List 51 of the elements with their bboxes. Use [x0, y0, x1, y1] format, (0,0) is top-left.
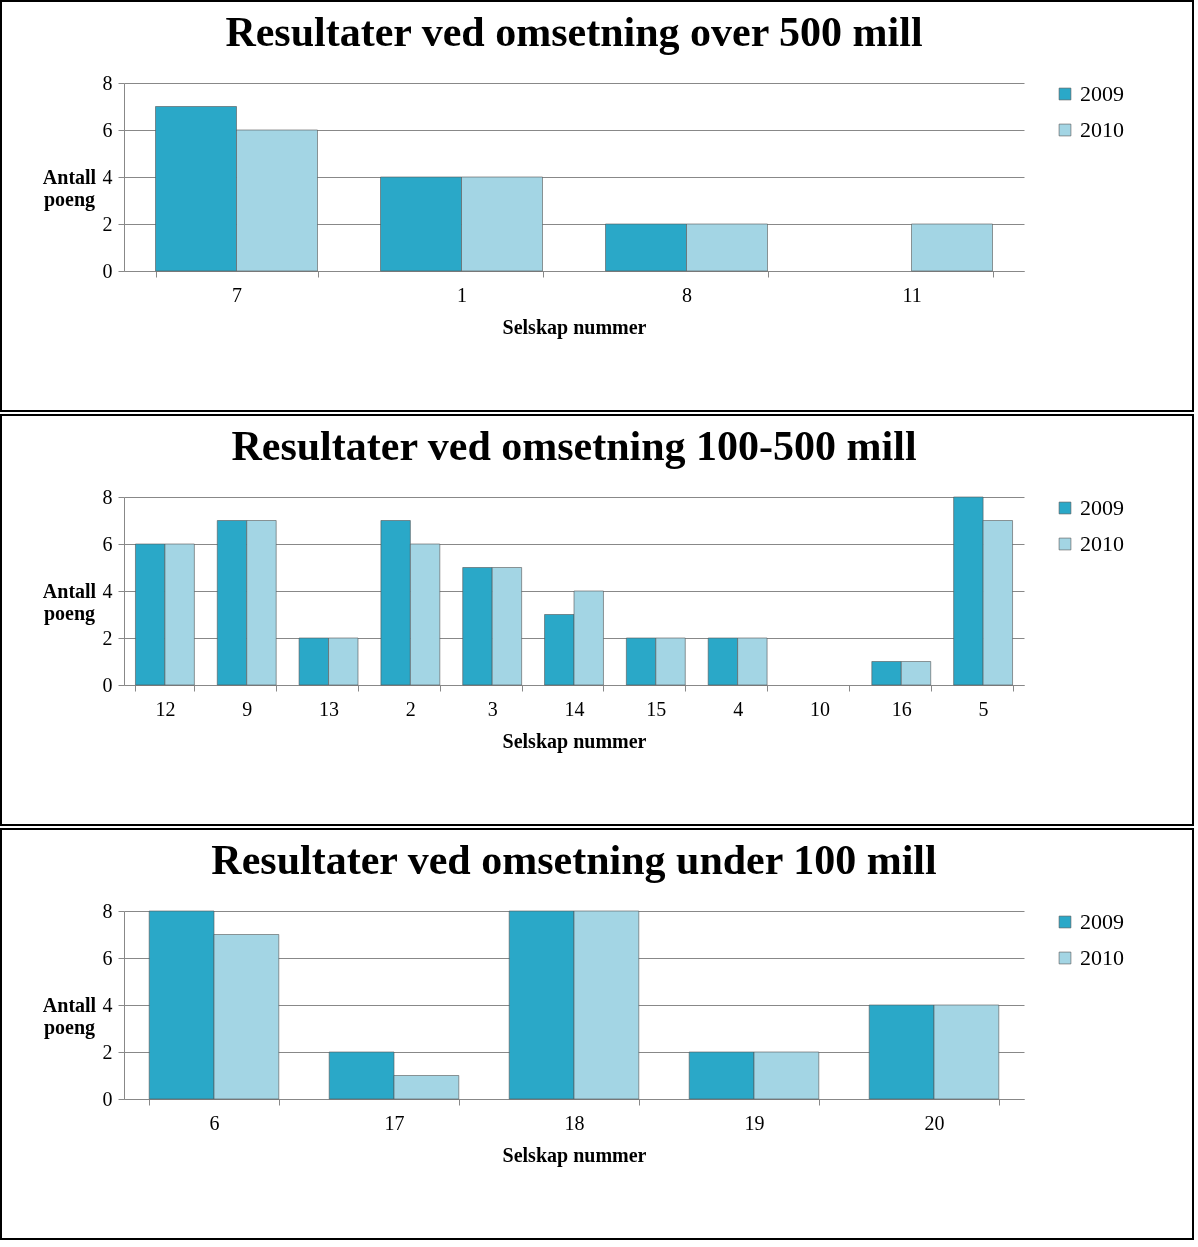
y-tick-label: 2	[102, 212, 113, 235]
x-tick-label: 6	[209, 1111, 220, 1134]
y-axis-title: Antall poeng	[42, 165, 97, 211]
y-axis-title: Antall poeng	[42, 993, 97, 1039]
legend-label: 2009	[1080, 495, 1124, 520]
y-tick-label: 4	[102, 165, 113, 188]
x-tick-label: 10	[809, 697, 830, 720]
legend-label: 2010	[1080, 945, 1124, 970]
x-tick-label: 18	[564, 1111, 585, 1134]
y-tick-label: 6	[102, 118, 113, 141]
y-tick-label: 2	[102, 626, 113, 649]
y-tick-label: 6	[102, 946, 113, 969]
chart-title: Resultater ved omsetning over 500 mill	[225, 9, 923, 55]
legend-label: 2010	[1080, 531, 1124, 556]
y-tick-label: 6	[102, 532, 113, 555]
x-tick-label: 4	[733, 697, 744, 720]
x-tick-label: 1	[457, 283, 467, 306]
y-tick-label: 8	[102, 485, 113, 508]
y-tick-label: 4	[102, 579, 113, 602]
x-tick-label: 19	[744, 1111, 765, 1134]
x-tick-label: 13	[319, 697, 340, 720]
x-axis-title: Selskap nummer	[502, 315, 647, 339]
y-tick-label: 0	[102, 1087, 113, 1110]
chart-title: Resultater ved omsetning under 100 mill	[211, 837, 937, 883]
legend-label: 2010	[1080, 117, 1124, 142]
x-axis-title: Selskap nummer	[502, 1143, 647, 1167]
x-tick-label: 3	[487, 697, 498, 720]
x-tick-label: 14	[564, 697, 585, 720]
y-tick-label: 8	[102, 899, 113, 922]
legend-label: 2009	[1080, 909, 1124, 934]
x-tick-label: 7	[232, 283, 242, 306]
x-tick-label: 2	[405, 697, 416, 720]
y-axis-title: Antall poeng	[42, 579, 97, 625]
y-tick-label: 0	[102, 673, 113, 696]
chart-title: Resultater ved omsetning 100-500 mill	[231, 423, 917, 469]
y-tick-label: 8	[102, 71, 113, 94]
x-tick-label: 12	[155, 697, 176, 720]
x-tick-label: 5	[978, 697, 989, 720]
x-tick-label: 8	[682, 283, 692, 306]
x-tick-label: 15	[646, 697, 667, 720]
legend-label: 2009	[1080, 81, 1124, 106]
y-tick-label: 2	[102, 1040, 113, 1063]
x-tick-label: 16	[891, 697, 912, 720]
x-tick-label: 17	[384, 1111, 405, 1134]
bar	[911, 223, 993, 272]
y-tick-label: 4	[102, 993, 113, 1016]
x-tick-label: 20	[924, 1111, 945, 1134]
x-tick-label: 11	[902, 283, 922, 306]
x-axis-title: Selskap nummer	[502, 729, 647, 753]
y-tick-label: 0	[102, 259, 113, 282]
x-tick-label: 9	[242, 697, 253, 720]
